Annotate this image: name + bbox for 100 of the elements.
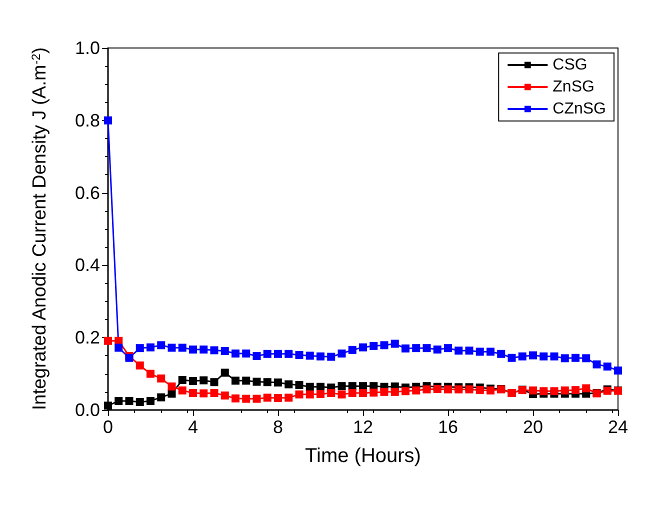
point [582,384,590,392]
point [380,388,388,396]
point [327,352,336,361]
point [476,348,484,356]
point [114,396,123,405]
point [359,388,367,397]
point [390,388,399,396]
point [370,388,378,397]
point [295,350,304,359]
point [263,394,272,402]
point [433,346,442,354]
point [338,390,346,398]
point [157,374,166,383]
point [252,394,261,403]
point [444,344,452,352]
point [114,344,123,352]
point [178,386,186,394]
point [359,343,367,352]
point [220,346,229,355]
legend-label: ZnSG [552,78,594,96]
point [295,381,304,390]
point [572,386,580,394]
x-tick-label: 4 [188,417,198,437]
point [572,354,580,362]
point [550,352,558,360]
point [200,346,208,354]
point [125,396,134,405]
point [104,116,112,124]
point [284,380,293,388]
x-tick-label: 16 [438,417,458,437]
point [136,361,144,370]
point [603,362,612,371]
point [380,341,388,350]
point [348,388,356,397]
point [200,376,208,384]
point [422,344,431,352]
point [189,377,197,386]
point [146,343,154,352]
point [242,376,250,385]
point [274,350,282,358]
point [168,344,176,352]
point [306,382,314,391]
point [232,350,240,358]
x-tick-label: 0 [102,417,114,437]
point [189,388,197,397]
point [444,385,452,394]
point [189,346,197,354]
point [486,348,494,356]
point [146,370,154,378]
point [476,386,484,394]
y-tick-label: 0.0 [74,400,100,420]
point [220,368,229,377]
point [422,385,431,394]
point [508,354,516,362]
x-tick-label: 24 [608,417,628,437]
point [242,350,250,358]
legend-label: CSG [552,56,588,74]
point [529,351,537,360]
point [178,344,186,352]
point [540,387,548,396]
point [370,342,378,350]
x-axis-title: Time (Hours) [305,445,421,467]
x-tick-label: 12 [352,417,374,437]
point [220,392,229,400]
y-tick-label: 0.4 [74,255,100,276]
point [592,360,601,368]
x-tick-label: 20 [522,417,544,437]
point [412,386,420,394]
point [402,387,410,396]
point [465,346,474,355]
point [390,340,399,348]
point [614,366,622,375]
point [157,393,166,402]
point [306,390,314,398]
point [200,389,208,398]
point [316,352,324,360]
point [560,386,569,394]
point [433,385,442,394]
y-axis-title: Integrated Anodic Current Density J (A.m-2) [29,47,50,410]
point [157,341,166,350]
point [518,352,526,360]
point [582,354,590,362]
point [454,346,463,355]
legend-label: CZnSG [552,100,606,118]
point [560,354,569,362]
point [412,344,420,352]
point [146,396,154,405]
point [306,352,314,360]
point [540,352,548,360]
x-tick-label: 8 [272,417,284,437]
point [252,352,261,360]
point [232,394,240,402]
y-tick-label: 0.6 [74,182,100,203]
y-tick-label: 0.2 [74,328,100,348]
point [274,394,282,402]
point [210,388,218,397]
point [274,378,282,386]
point [284,350,293,358]
point [284,394,293,402]
point [327,388,336,397]
